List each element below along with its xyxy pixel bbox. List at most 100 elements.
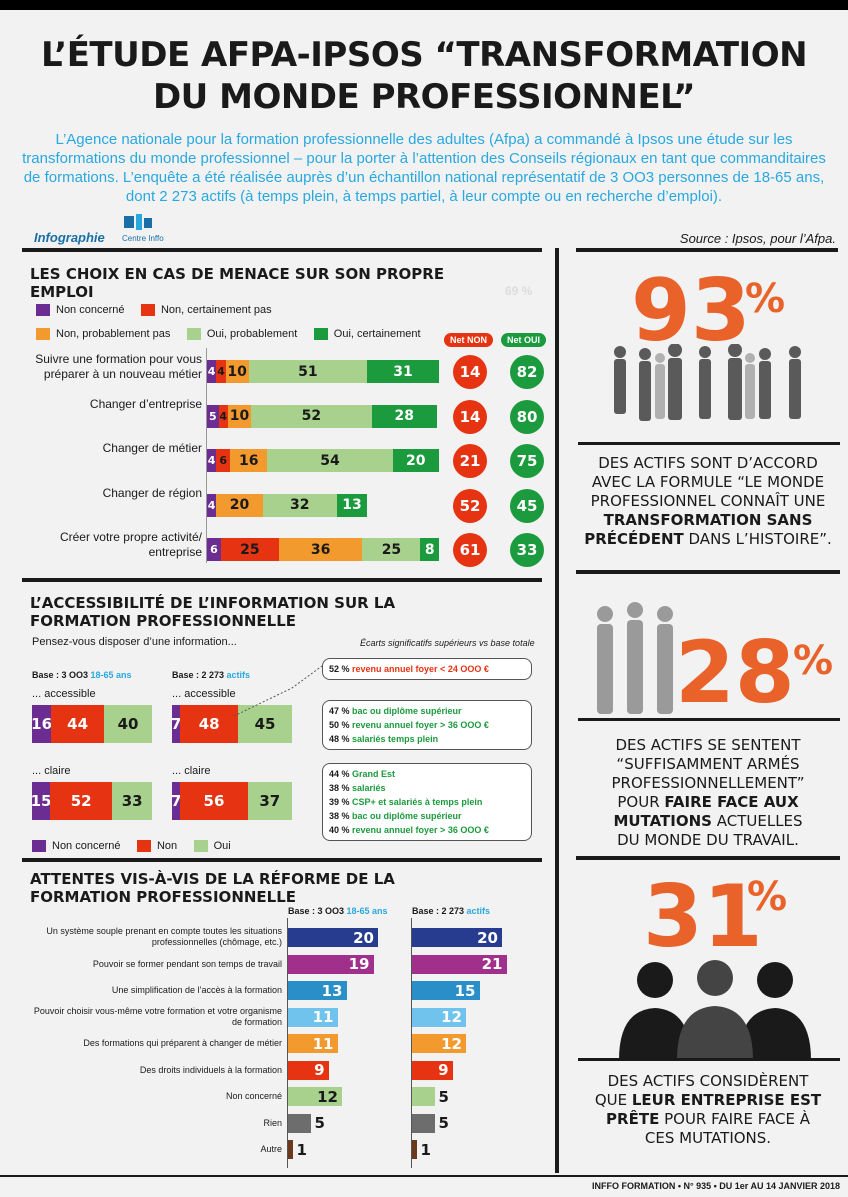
bar-segment: 4 (218, 404, 228, 428)
bar-segment: 16 (230, 449, 268, 472)
stacked-bar: 7 48 45 (172, 705, 292, 743)
stat3-percent: % (747, 874, 788, 920)
ecarts-note: Écarts significatifs supérieurs vs base … (360, 638, 535, 648)
bar-segment: 45 (238, 705, 292, 743)
bar-segment: 4 (207, 449, 217, 472)
legend-swatch (136, 840, 151, 853)
axis-line (206, 348, 207, 563)
expectation-bar: 9 (412, 1060, 453, 1080)
centre-inffo-logo-icon (118, 214, 160, 240)
bar-value: 19 (348, 955, 370, 973)
divider (22, 578, 542, 582)
bar-segment: 25 (362, 538, 421, 561)
base-actifs: Base : 2 273 actifs (412, 906, 491, 916)
expectation-label: Pouvoir se former pendant son temps de t… (92, 958, 282, 969)
expectation-label: Non concerné (225, 1091, 282, 1101)
bar-segment: 54 (267, 449, 393, 472)
expectation-label: Une simplification de l’accès à la forma… (111, 985, 282, 995)
bar-segment: 44 (51, 705, 104, 743)
bar-segment: 7 (172, 782, 181, 820)
three-people-icon (619, 960, 811, 1060)
section2-legend: Non concerné Non Oui (32, 836, 243, 854)
bar-value: 1 (420, 1140, 431, 1159)
legend-item: Oui (193, 840, 231, 853)
bar-segment: 6 (207, 538, 221, 561)
section1-title: LES CHOIX EN CAS DE MENACE SUR SON PROPR… (30, 265, 445, 301)
base-actifs: Base : 2 273 actifs (172, 670, 251, 680)
bar-value: 13 (321, 981, 343, 1000)
expectation-bar: 9 (288, 1060, 329, 1080)
bar-segment: 52 (50, 782, 113, 820)
bar-value: 11 (312, 1008, 334, 1026)
expectation-label: Des formations qui préparent à changer d… (83, 1038, 282, 1048)
axis-line (411, 918, 412, 1168)
expectation-bar: 5 (412, 1087, 449, 1106)
note-box-claire: 44 % Grand Est 38 % salariés 39 % CSP+ e… (322, 763, 532, 841)
title-line-2: DU MONDE PROFESSIONNEL” (152, 77, 696, 117)
stat1-visual: 93 % (575, 264, 841, 444)
expectation-label: Pouvoir choisir vous-même votre formatio… (33, 1005, 282, 1027)
net-oui-value: 45 (510, 488, 544, 523)
stat2-visual: 28 % (575, 590, 841, 730)
stat1-percent: % (745, 276, 786, 322)
bar-segment: 40 (104, 705, 152, 743)
people-silhouettes-icon (597, 602, 673, 714)
bar-value: 9 (438, 1061, 449, 1079)
legend-swatch (193, 840, 208, 853)
bar-segment: 10 (225, 360, 249, 383)
bar-value: 20 (353, 928, 374, 947)
stacked-bar: 6 25 36 25 8 (207, 538, 439, 561)
stacked-bar: 4 20 32 13 (207, 493, 439, 517)
question: Pensez-vous disposer d’une information..… (32, 636, 237, 648)
expectation-bar: 5 (288, 1113, 325, 1133)
expectation-bar: 21 (412, 954, 507, 974)
net-oui-value: 75 (510, 444, 544, 478)
section1-legend: Non concerné Non, certainement pas Non, … (36, 300, 456, 342)
bar-segment: 48 (180, 705, 238, 743)
divider (22, 858, 542, 862)
expectation-label: Rien (263, 1117, 282, 1128)
bar-segment: 6 (216, 449, 231, 472)
bar-segment: 33 (112, 782, 152, 820)
bar-segment: 4 (207, 360, 217, 383)
expectation-bar: 20 (412, 928, 502, 947)
stacked-bar: 4 4 10 51 31 (207, 360, 439, 383)
bar-segment: 13 (336, 493, 368, 517)
legend-item: Non (136, 840, 177, 853)
row-label: Changer de métier (102, 441, 202, 455)
row-label: Changer de région (102, 485, 202, 500)
expectation-bar: 11 (288, 1034, 338, 1053)
label-claire: ... claire (32, 765, 71, 777)
bar-segment: 5 (207, 404, 219, 428)
net-non-value: 14 (453, 355, 487, 389)
stacked-bar: 15 52 33 (32, 782, 152, 820)
expectation-bar: 12 (412, 1034, 466, 1053)
footer-text: INFFO FORMATION • N° 935 • DU 1er AU 14 … (592, 1181, 840, 1191)
bar-segment: 37 (247, 782, 292, 820)
legend-item: Non, certainement pas (140, 304, 272, 317)
net-oui-value: 82 (510, 355, 544, 389)
bar-segment: 51 (248, 360, 368, 383)
net-non-value: 61 (453, 533, 487, 567)
legend-item: Oui, certainement (313, 328, 421, 341)
expectation-bar: 11 (288, 1007, 338, 1027)
note-connector (233, 665, 323, 717)
divider (576, 570, 840, 574)
legend-item: Non concerné (32, 840, 121, 853)
stacked-bar: 16 44 40 (32, 705, 152, 743)
base-total: Base : 3 OO3 18-65 ans (32, 670, 132, 680)
stat2-number: 28 (675, 623, 795, 723)
divider (576, 856, 840, 860)
bar-value: 5 (438, 1114, 449, 1132)
net-non-value: 52 (453, 488, 487, 523)
net-non-value: 21 (453, 444, 487, 478)
note-box-accessible: 47 % bac ou diplôme supérieur 50 % reven… (322, 700, 532, 750)
divider (576, 248, 838, 252)
stacked-bar: 4 6 16 54 20 (207, 449, 439, 472)
expectation-bar: 1 (288, 1140, 307, 1159)
bar-segment: 28 (371, 404, 437, 428)
expectation-bar: 13 (288, 981, 347, 1000)
label-accessible: ... accessible (172, 688, 236, 700)
section2-title: L’ACCESSIBILITÉ DE L’INFORMATION SUR LA … (30, 594, 396, 630)
bar-segment: 32 (262, 493, 337, 517)
